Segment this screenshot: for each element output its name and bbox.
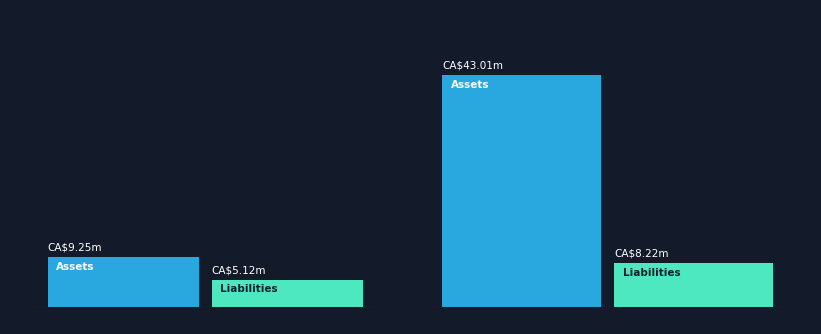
- Text: Liabilities: Liabilities: [623, 268, 681, 278]
- Text: Assets: Assets: [56, 262, 94, 272]
- Text: CA$5.12m: CA$5.12m: [212, 265, 266, 275]
- Bar: [443, 75, 601, 307]
- Text: CA$43.01m: CA$43.01m: [443, 60, 503, 70]
- Text: CA$9.25m: CA$9.25m: [48, 243, 102, 253]
- Text: CA$8.22m: CA$8.22m: [614, 248, 669, 258]
- Bar: [614, 263, 773, 307]
- Text: Assets: Assets: [451, 80, 489, 90]
- Text: Liabilities: Liabilities: [220, 284, 277, 294]
- Bar: [212, 280, 363, 307]
- Bar: [48, 258, 199, 307]
